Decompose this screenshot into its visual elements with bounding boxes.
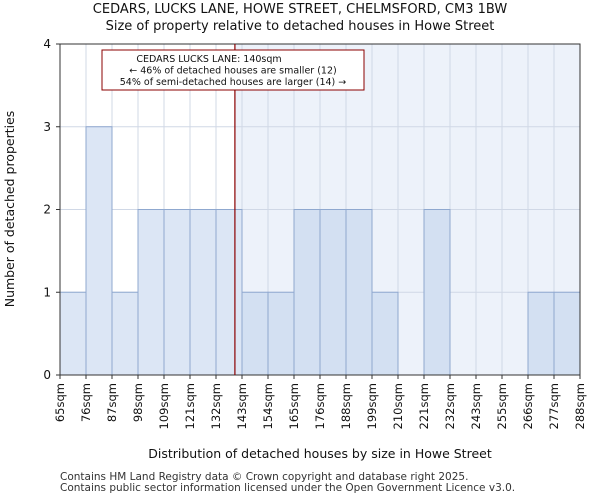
y-axis-label: Number of detached properties <box>2 111 17 308</box>
x-tick-label: 266sqm <box>521 383 535 429</box>
bar <box>423 209 451 376</box>
x-tick-label: 132sqm <box>209 383 223 429</box>
chart-subtitle: Size of property relative to detached ho… <box>105 19 495 34</box>
x-tick-label: 277sqm <box>547 383 561 429</box>
x-tick-label: 109sqm <box>157 383 171 429</box>
annotation-box <box>101 49 365 91</box>
bar <box>371 291 399 376</box>
bar <box>59 291 87 376</box>
bar <box>111 291 139 376</box>
y-tick-label: 1 <box>43 285 51 299</box>
x-tick-label: 87sqm <box>105 383 119 422</box>
x-tick-label: 65sqm <box>53 383 67 422</box>
bar <box>241 291 269 376</box>
bar <box>293 209 321 376</box>
footer-line-1: Contains HM Land Registry data © Crown c… <box>60 471 469 483</box>
chart-title: CEDARS, LUCKS LANE, HOWE STREET, CHELMSF… <box>92 2 508 17</box>
x-axis-label: Distribution of detached houses by size … <box>148 446 492 461</box>
y-tick-label: 0 <box>43 368 51 382</box>
x-tick-label: 188sqm <box>339 383 353 429</box>
y-tick-label: 2 <box>43 203 51 217</box>
bar <box>319 209 347 376</box>
x-tick-label: 165sqm <box>287 383 301 429</box>
x-tick-label: 221sqm <box>417 383 431 429</box>
bar <box>267 291 295 376</box>
bar <box>137 209 165 376</box>
y-tick-label: 3 <box>43 120 51 134</box>
x-tick-label: 176sqm <box>313 383 327 429</box>
x-tick-label: 232sqm <box>443 383 457 429</box>
bar <box>527 291 555 376</box>
footer: Contains HM Land Registry data © Crown c… <box>60 472 515 494</box>
x-tick-label: 255sqm <box>495 383 509 429</box>
annotation-line: CEDARS LUCKS LANE: 140sqm <box>136 54 281 65</box>
x-tick-label: 199sqm <box>365 383 379 429</box>
x-tick-label: 121sqm <box>183 383 197 429</box>
bar <box>215 209 243 376</box>
x-tick-label: 288sqm <box>573 383 587 429</box>
annotation-line: ← 46% of detached houses are smaller (12… <box>129 66 336 77</box>
bar <box>163 209 191 376</box>
annotation-line: 54% of semi-detached houses are larger (… <box>120 77 347 88</box>
bar <box>189 209 217 376</box>
x-tick-label: 243sqm <box>469 383 483 429</box>
bar <box>553 291 581 376</box>
x-tick-label: 154sqm <box>261 383 275 429</box>
x-tick-label: 98sqm <box>131 383 145 422</box>
y-tick-label: 4 <box>43 37 51 51</box>
footer-line-2: Contains public sector information licen… <box>60 482 516 494</box>
x-tick-label: 210sqm <box>391 383 405 429</box>
x-tick-label: 76sqm <box>79 383 93 422</box>
bar <box>345 209 373 376</box>
x-tick-label: 143sqm <box>235 383 249 429</box>
bar <box>85 126 113 376</box>
histogram-chart: CEDARS LUCKS LANE: 140sqm← 46% of detach… <box>2 37 587 461</box>
